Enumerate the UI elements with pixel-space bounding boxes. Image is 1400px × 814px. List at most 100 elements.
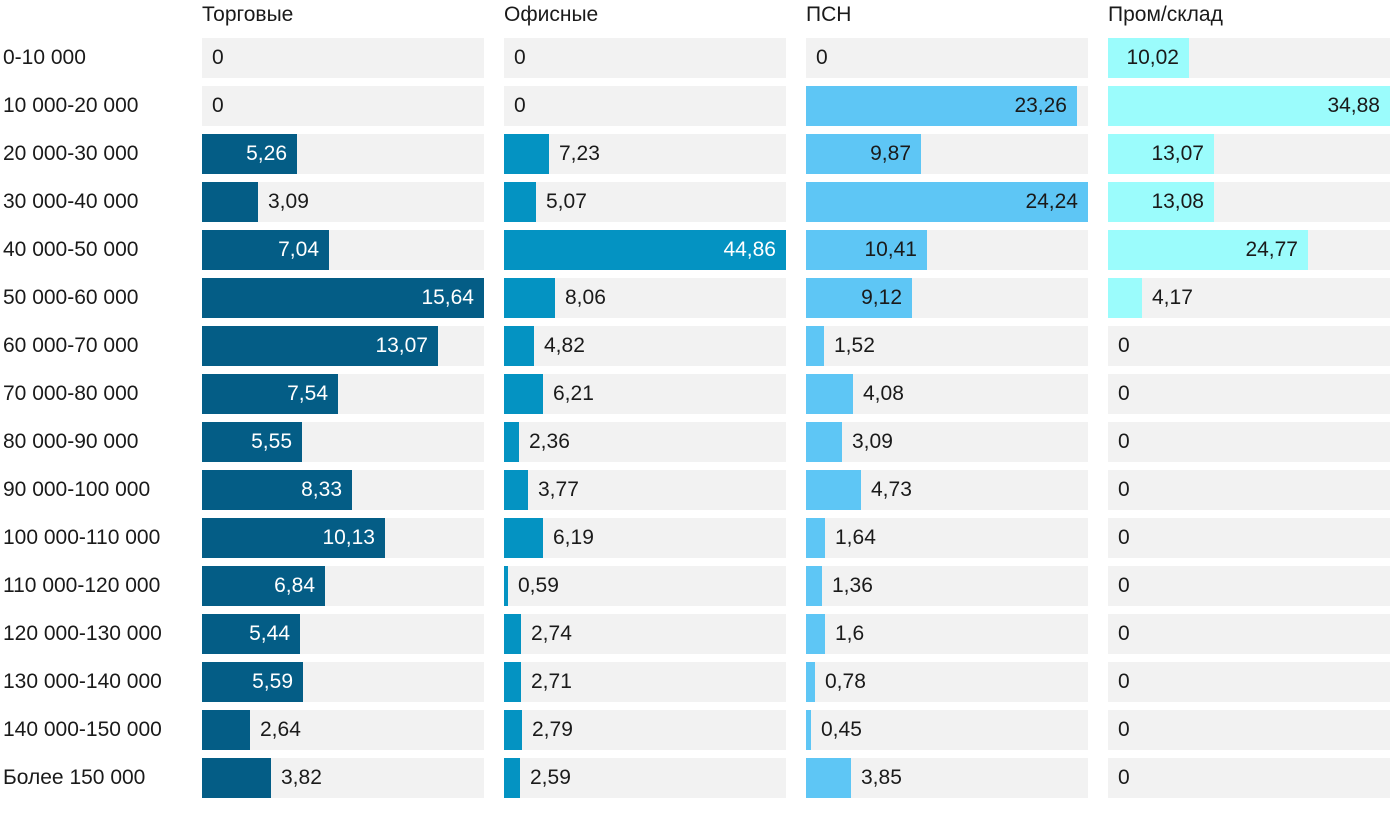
bar-track: 0 [202, 86, 484, 126]
bar-track: 5,59 [202, 662, 484, 702]
bar-track: 23,26 [806, 86, 1088, 126]
bar-track: 2,36 [504, 422, 786, 462]
bar-track: 1,6 [806, 614, 1088, 654]
data-label: 0,78 [825, 670, 866, 693]
data-label: 0 [1118, 622, 1130, 645]
bar [806, 374, 853, 414]
data-label: 3,85 [861, 766, 902, 789]
data-label: 5,26 [246, 142, 287, 165]
bar-track: 0,78 [806, 662, 1088, 702]
bar-track: 10,13 [202, 518, 484, 558]
bar-track: 7,54 [202, 374, 484, 414]
category-label: 10 000-20 000 [3, 94, 139, 117]
bar [806, 710, 811, 750]
data-label: 4,82 [544, 334, 585, 357]
bar-track: 5,55 [202, 422, 484, 462]
bar [806, 758, 851, 798]
data-label: 1,64 [835, 526, 876, 549]
bar-track: 0 [504, 38, 786, 78]
bar-track: 3,85 [806, 758, 1088, 798]
bar [202, 614, 300, 654]
bar-track: 0 [1108, 326, 1390, 366]
data-label: 7,54 [287, 382, 328, 405]
data-label: 5,07 [546, 190, 587, 213]
bar-track: 2,59 [504, 758, 786, 798]
data-label: 0,45 [821, 718, 862, 741]
bar [806, 614, 825, 654]
bar-track: 5,26 [202, 134, 484, 174]
bar-track: 15,64 [202, 278, 484, 318]
data-label: 0 [1118, 574, 1130, 597]
bar [806, 182, 1088, 222]
bar [202, 422, 302, 462]
category-label: 80 000-90 000 [3, 430, 139, 453]
bar [504, 518, 543, 558]
bar-track: 2,64 [202, 710, 484, 750]
data-label: 1,6 [835, 622, 865, 645]
data-label: 0 [514, 46, 526, 69]
bar [504, 230, 786, 270]
bar-track: 5,44 [202, 614, 484, 654]
bar-track: 0 [1108, 518, 1390, 558]
data-label: 24,24 [1025, 190, 1078, 213]
bar [806, 422, 842, 462]
data-label: 8,33 [301, 478, 342, 501]
category-label: 60 000-70 000 [3, 334, 139, 357]
data-label: 2,64 [260, 718, 301, 741]
bar-track: 34,88 [1108, 86, 1390, 126]
category-label: 40 000-50 000 [3, 238, 139, 261]
bar-track: 0 [1108, 470, 1390, 510]
data-label: 2,79 [532, 718, 573, 741]
data-label: 9,12 [861, 286, 902, 309]
bar [504, 422, 519, 462]
data-label: 0 [1118, 670, 1130, 693]
bar-track: 44,86 [504, 230, 786, 270]
bar-track: 13,07 [1108, 134, 1390, 174]
bar-track: 4,73 [806, 470, 1088, 510]
bar-track: 3,77 [504, 470, 786, 510]
bar [504, 662, 521, 702]
data-label: 7,23 [559, 142, 600, 165]
category-label: 130 000-140 000 [3, 670, 162, 693]
bar-track: 8,06 [504, 278, 786, 318]
data-label: 0 [212, 94, 224, 117]
data-label: 6,19 [553, 526, 594, 549]
data-label: 0 [1118, 334, 1130, 357]
bar [1108, 182, 1214, 222]
bar-track: 9,87 [806, 134, 1088, 174]
bar [806, 278, 912, 318]
bar-track: 3,09 [806, 422, 1088, 462]
bar [202, 182, 258, 222]
bar [504, 758, 520, 798]
bar [202, 662, 303, 702]
series-header: Офисные [504, 3, 599, 26]
bar-track: 7,04 [202, 230, 484, 270]
bar [504, 326, 534, 366]
bar-track: 0 [806, 38, 1088, 78]
bar-track: 4,08 [806, 374, 1088, 414]
data-label: 6,84 [274, 574, 315, 597]
data-label: 0 [1118, 766, 1130, 789]
series-header: Пром/склад [1108, 3, 1223, 26]
bar [202, 566, 325, 606]
data-label: 7,04 [278, 238, 319, 261]
bar [202, 278, 484, 318]
bar-track: 2,74 [504, 614, 786, 654]
data-label: 44,86 [723, 238, 776, 261]
bar [202, 518, 385, 558]
bar-track: 4,82 [504, 326, 786, 366]
bar-track: 5,07 [504, 182, 786, 222]
data-label: 5,59 [252, 670, 293, 693]
data-label: 5,44 [249, 622, 290, 645]
bar [202, 710, 250, 750]
data-label: 9,87 [870, 142, 911, 165]
bar-track: 0 [202, 38, 484, 78]
bar [202, 758, 271, 798]
bar [504, 278, 555, 318]
bar [806, 518, 825, 558]
bar [504, 470, 528, 510]
bar-track: 0 [1108, 710, 1390, 750]
bar [1108, 38, 1189, 78]
category-label: 140 000-150 000 [3, 718, 162, 741]
bar [504, 614, 521, 654]
